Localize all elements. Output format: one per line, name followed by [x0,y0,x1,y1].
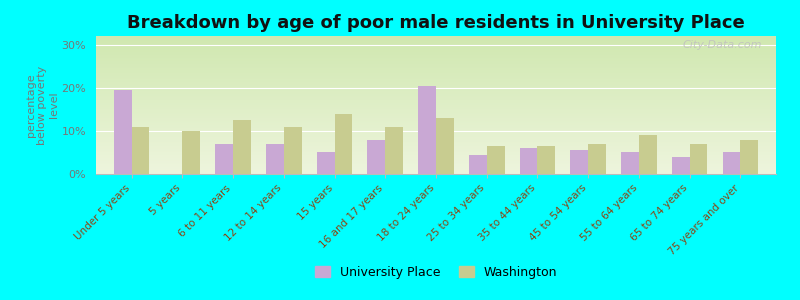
Bar [317,152,334,174]
Bar [284,127,302,174]
Bar [672,157,690,174]
Bar [266,144,284,174]
Bar [182,131,200,174]
Bar [418,85,436,174]
Y-axis label: percentage
below poverty
level: percentage below poverty level [26,65,58,145]
Text: City-Data.com: City-Data.com [683,40,762,50]
Bar [386,127,403,174]
Bar [639,135,657,174]
Bar [570,150,588,174]
Bar [722,152,741,174]
Bar [233,120,250,174]
Bar [131,127,150,174]
Bar [436,118,454,174]
Bar [486,146,505,174]
Bar [690,144,707,174]
Bar [741,140,758,174]
Bar [520,148,538,174]
Bar [114,90,131,174]
Bar [367,140,386,174]
Bar [334,114,352,174]
Legend: University Place, Washington: University Place, Washington [314,266,558,279]
Bar [588,144,606,174]
Title: Breakdown by age of poor male residents in University Place: Breakdown by age of poor male residents … [127,14,745,32]
Bar [622,152,639,174]
Bar [538,146,555,174]
Bar [215,144,233,174]
Bar [469,154,486,174]
